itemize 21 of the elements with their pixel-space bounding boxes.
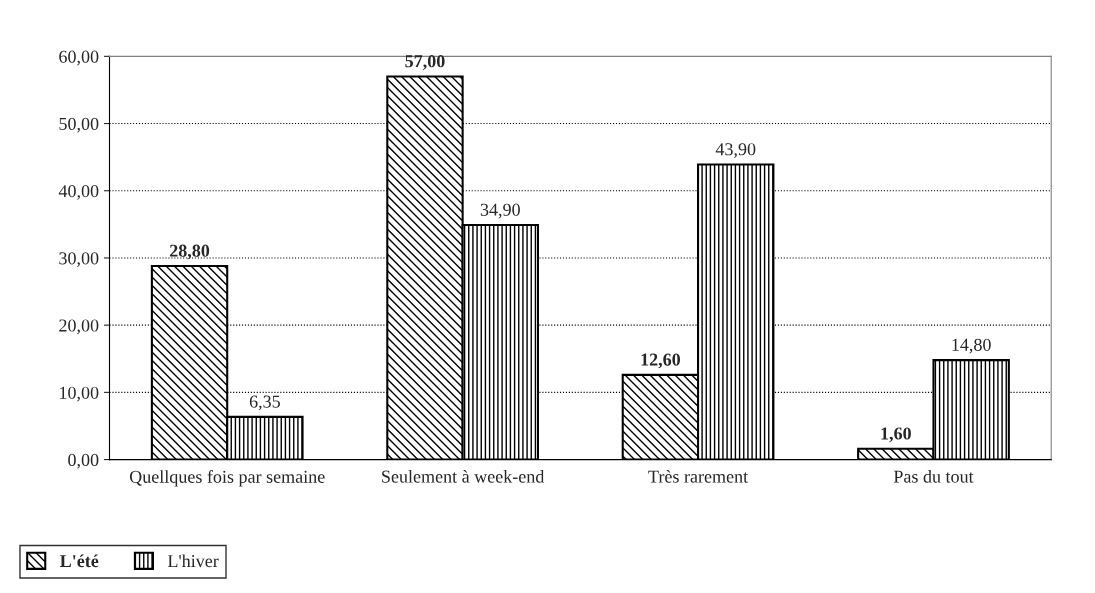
data-label: 1,60 — [881, 427, 911, 443]
y-tick-label: 10,00 — [60, 386, 99, 402]
y-tick-label: 40,00 — [58, 185, 99, 200]
y-tick-label: 30,00 — [59, 252, 99, 267]
x-tick-label: Quellques fois par semaine — [129, 469, 325, 487]
data-label: 57,00 — [405, 55, 445, 70]
x-tick-label: Très rarement — [648, 469, 749, 483]
data-label: 6,35 — [249, 395, 280, 411]
y-tick-label: 20,00 — [59, 319, 99, 335]
x-tick-label: Pas du tout — [893, 469, 974, 483]
legend-label: L'hiver — [167, 554, 219, 568]
data-label: 28,80 — [169, 244, 210, 260]
data-label: 43,90 — [715, 143, 756, 158]
x-tick-label: Seulement à week-end — [382, 469, 545, 483]
y-tick-label: 60,00 — [59, 50, 99, 66]
data-label: 12,60 — [641, 353, 681, 369]
y-tick-label: 50,00 — [59, 117, 99, 133]
data-label: 14,80 — [952, 338, 991, 354]
y-tick-label: 0,00 — [68, 453, 99, 469]
data-label: 34,90 — [480, 203, 520, 219]
legend-label: L'été — [60, 554, 99, 568]
